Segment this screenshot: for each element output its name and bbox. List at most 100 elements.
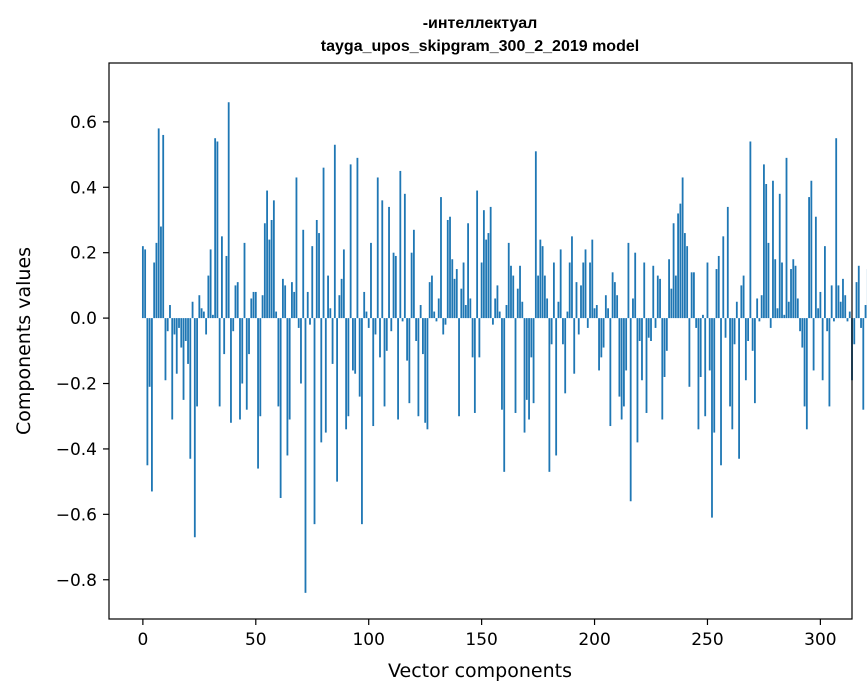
bar [835,138,838,319]
bar [320,318,323,443]
y-tick-label: −0.8 [56,571,97,591]
bar [189,318,192,459]
bar [476,190,479,319]
bar [534,151,537,319]
bar [765,184,768,319]
bar [254,291,257,319]
bar [410,252,413,319]
bar [338,295,341,319]
bar [309,318,311,325]
bar [801,318,804,348]
bar [702,314,704,319]
bar [753,318,756,404]
bar [796,298,799,319]
bar [180,318,183,348]
bar [584,249,587,319]
bar [464,305,467,319]
bar [550,318,553,345]
bar [573,318,576,374]
bar [401,318,404,322]
bar [862,318,865,410]
bar [315,219,318,319]
bar [478,318,481,358]
bar [399,170,402,319]
bar [451,259,454,319]
bar [424,318,427,423]
bar [814,216,817,319]
bar [406,318,409,361]
bar [311,246,314,319]
bar [751,318,754,351]
bar [853,318,856,345]
bar [516,288,519,319]
bar [272,200,275,319]
bar [178,318,180,328]
bar [711,318,713,518]
bar [510,265,512,319]
bar [769,318,772,328]
bar [354,318,357,374]
bar [333,144,336,319]
bar [234,285,237,319]
bar [297,318,300,328]
bar [173,318,176,335]
bar [155,242,158,319]
bar [693,272,695,319]
chart-title: -интеллектуал tayga_upos_skipgram_300_2_… [321,15,639,55]
bar [740,285,743,319]
bar [175,318,178,374]
x-tick-label: 200 [578,630,610,650]
bar [726,206,729,319]
bar [604,295,607,319]
bar-series [141,102,867,593]
bar [467,223,469,319]
bar [679,203,682,319]
bar [747,318,750,341]
bar [388,206,390,319]
bar [557,301,560,319]
bar [760,295,763,319]
bar [722,236,725,319]
bar [473,318,476,413]
bar [507,242,510,319]
bar [304,318,307,593]
bar [327,275,329,319]
bar [318,233,320,319]
bar [844,295,847,319]
bar [548,318,551,472]
bar [302,229,305,319]
bar [803,318,806,407]
bar [198,295,201,319]
bar [758,318,761,322]
bar [442,318,445,335]
bar [313,318,316,525]
y-tick-label: −0.2 [56,375,97,395]
bar [358,318,361,397]
bar [250,298,253,319]
bar [688,318,691,387]
bar [300,318,302,384]
bar [530,318,533,358]
bar [568,262,571,319]
bar [860,318,862,328]
bar [641,318,643,381]
chart-title-line1: -интеллектуал [423,15,538,32]
bar [494,298,497,319]
bar [864,305,867,319]
bar [763,164,765,319]
bar [695,318,698,328]
bar [706,262,709,319]
bar [266,190,268,319]
bar [207,275,210,319]
bar [336,318,338,482]
bar [191,301,194,319]
bar [322,167,325,319]
bar [381,200,384,319]
bar [496,285,499,319]
bar [291,282,293,319]
bar [749,141,752,319]
bar [720,318,722,466]
bar [248,318,250,355]
bar [772,180,774,319]
bar [383,318,386,407]
